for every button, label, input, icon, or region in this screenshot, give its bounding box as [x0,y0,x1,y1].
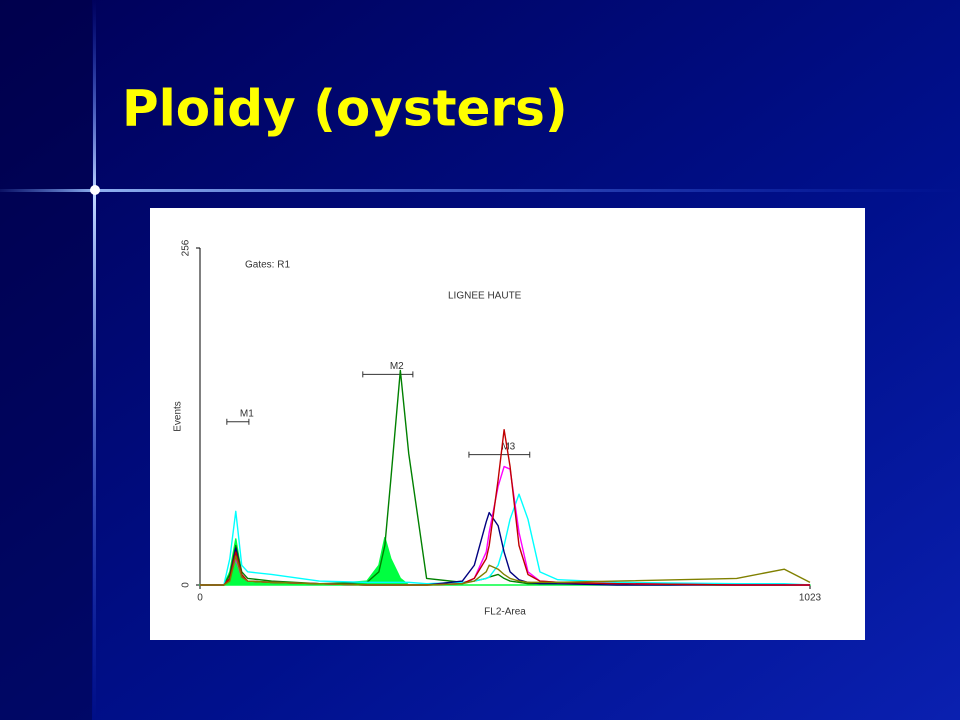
x-tick-label: 1023 [799,593,822,604]
flare-core [90,185,100,195]
y-axis-label: Events [173,401,184,432]
x-tick-label: 0 [197,593,203,604]
slide-title: Ploidy (oysters) [122,80,568,138]
side-band [0,0,92,720]
marker-label: M1 [240,408,254,419]
plot: 0 256 0 1023 FL2-Area Events Gates: R1 LIGNEE H… [173,239,822,617]
annotation: LIGNEE HAUTE [448,291,522,302]
chart-panel [150,208,865,640]
x-axis-label: FL2-Area [484,607,526,618]
y-tick-label: 0 [181,582,192,588]
flare-h [0,189,960,192]
area [199,536,811,586]
line [200,555,811,586]
flare-v [93,0,96,720]
marker-label: M3 [501,441,515,452]
annotation: Gates: R1 [245,260,290,271]
marker-label: M2 [390,361,404,372]
y-tick-label: 256 [181,239,192,256]
